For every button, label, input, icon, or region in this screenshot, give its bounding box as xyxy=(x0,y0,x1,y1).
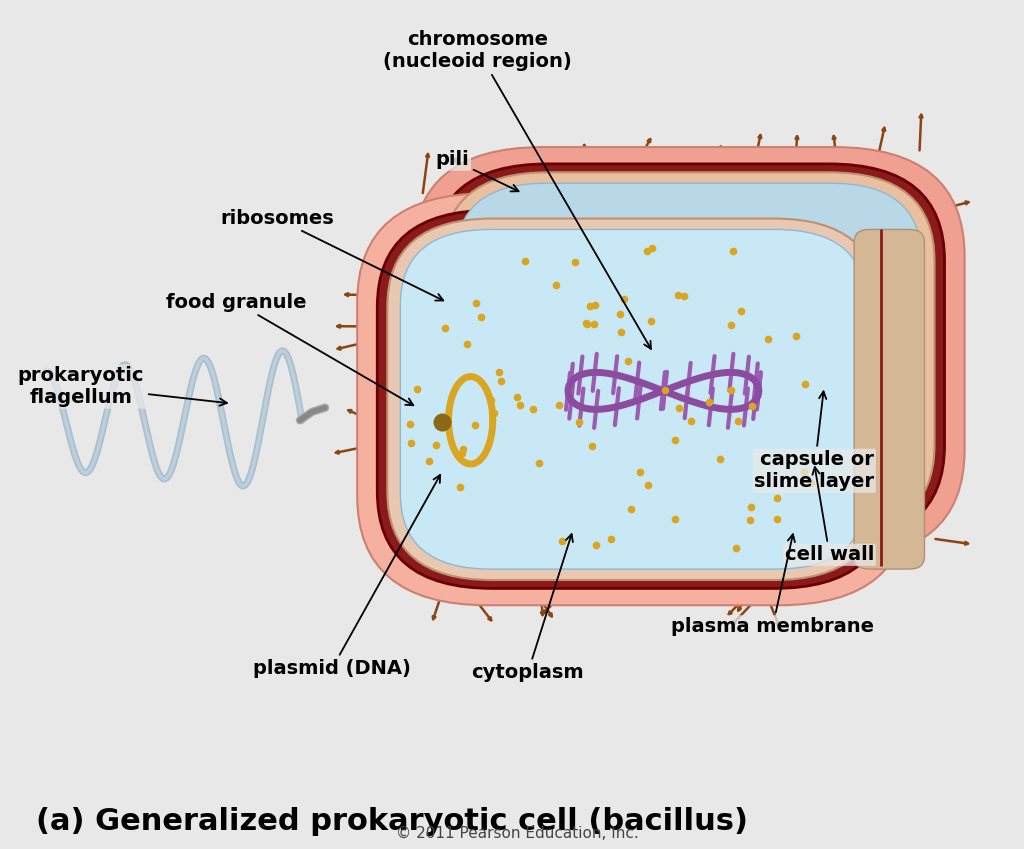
FancyBboxPatch shape xyxy=(377,211,889,588)
FancyBboxPatch shape xyxy=(854,229,925,569)
Text: pili: pili xyxy=(435,150,518,191)
Text: prokaryotic
flagellum: prokaryotic flagellum xyxy=(17,366,227,408)
Text: cell wall: cell wall xyxy=(784,467,874,565)
FancyBboxPatch shape xyxy=(357,194,909,605)
FancyBboxPatch shape xyxy=(432,164,944,543)
Text: cytoplasm: cytoplasm xyxy=(472,534,584,682)
FancyBboxPatch shape xyxy=(387,218,880,580)
Text: food granule: food granule xyxy=(167,293,414,405)
Text: (a) Generalized prokaryotic cell (bacillus): (a) Generalized prokaryotic cell (bacill… xyxy=(36,807,748,836)
Text: plasmid (DNA): plasmid (DNA) xyxy=(253,475,440,678)
FancyBboxPatch shape xyxy=(413,147,965,559)
FancyBboxPatch shape xyxy=(456,183,922,523)
Text: ribosomes: ribosomes xyxy=(220,209,443,301)
Text: © 2011 Pearson Education, Inc.: © 2011 Pearson Education, Inc. xyxy=(396,825,639,841)
Text: capsule or
slime layer: capsule or slime layer xyxy=(755,391,874,492)
Text: plasma membrane: plasma membrane xyxy=(672,534,874,636)
FancyBboxPatch shape xyxy=(400,229,866,569)
Text: chromosome
(nucleoid region): chromosome (nucleoid region) xyxy=(383,30,651,349)
FancyBboxPatch shape xyxy=(442,172,935,534)
